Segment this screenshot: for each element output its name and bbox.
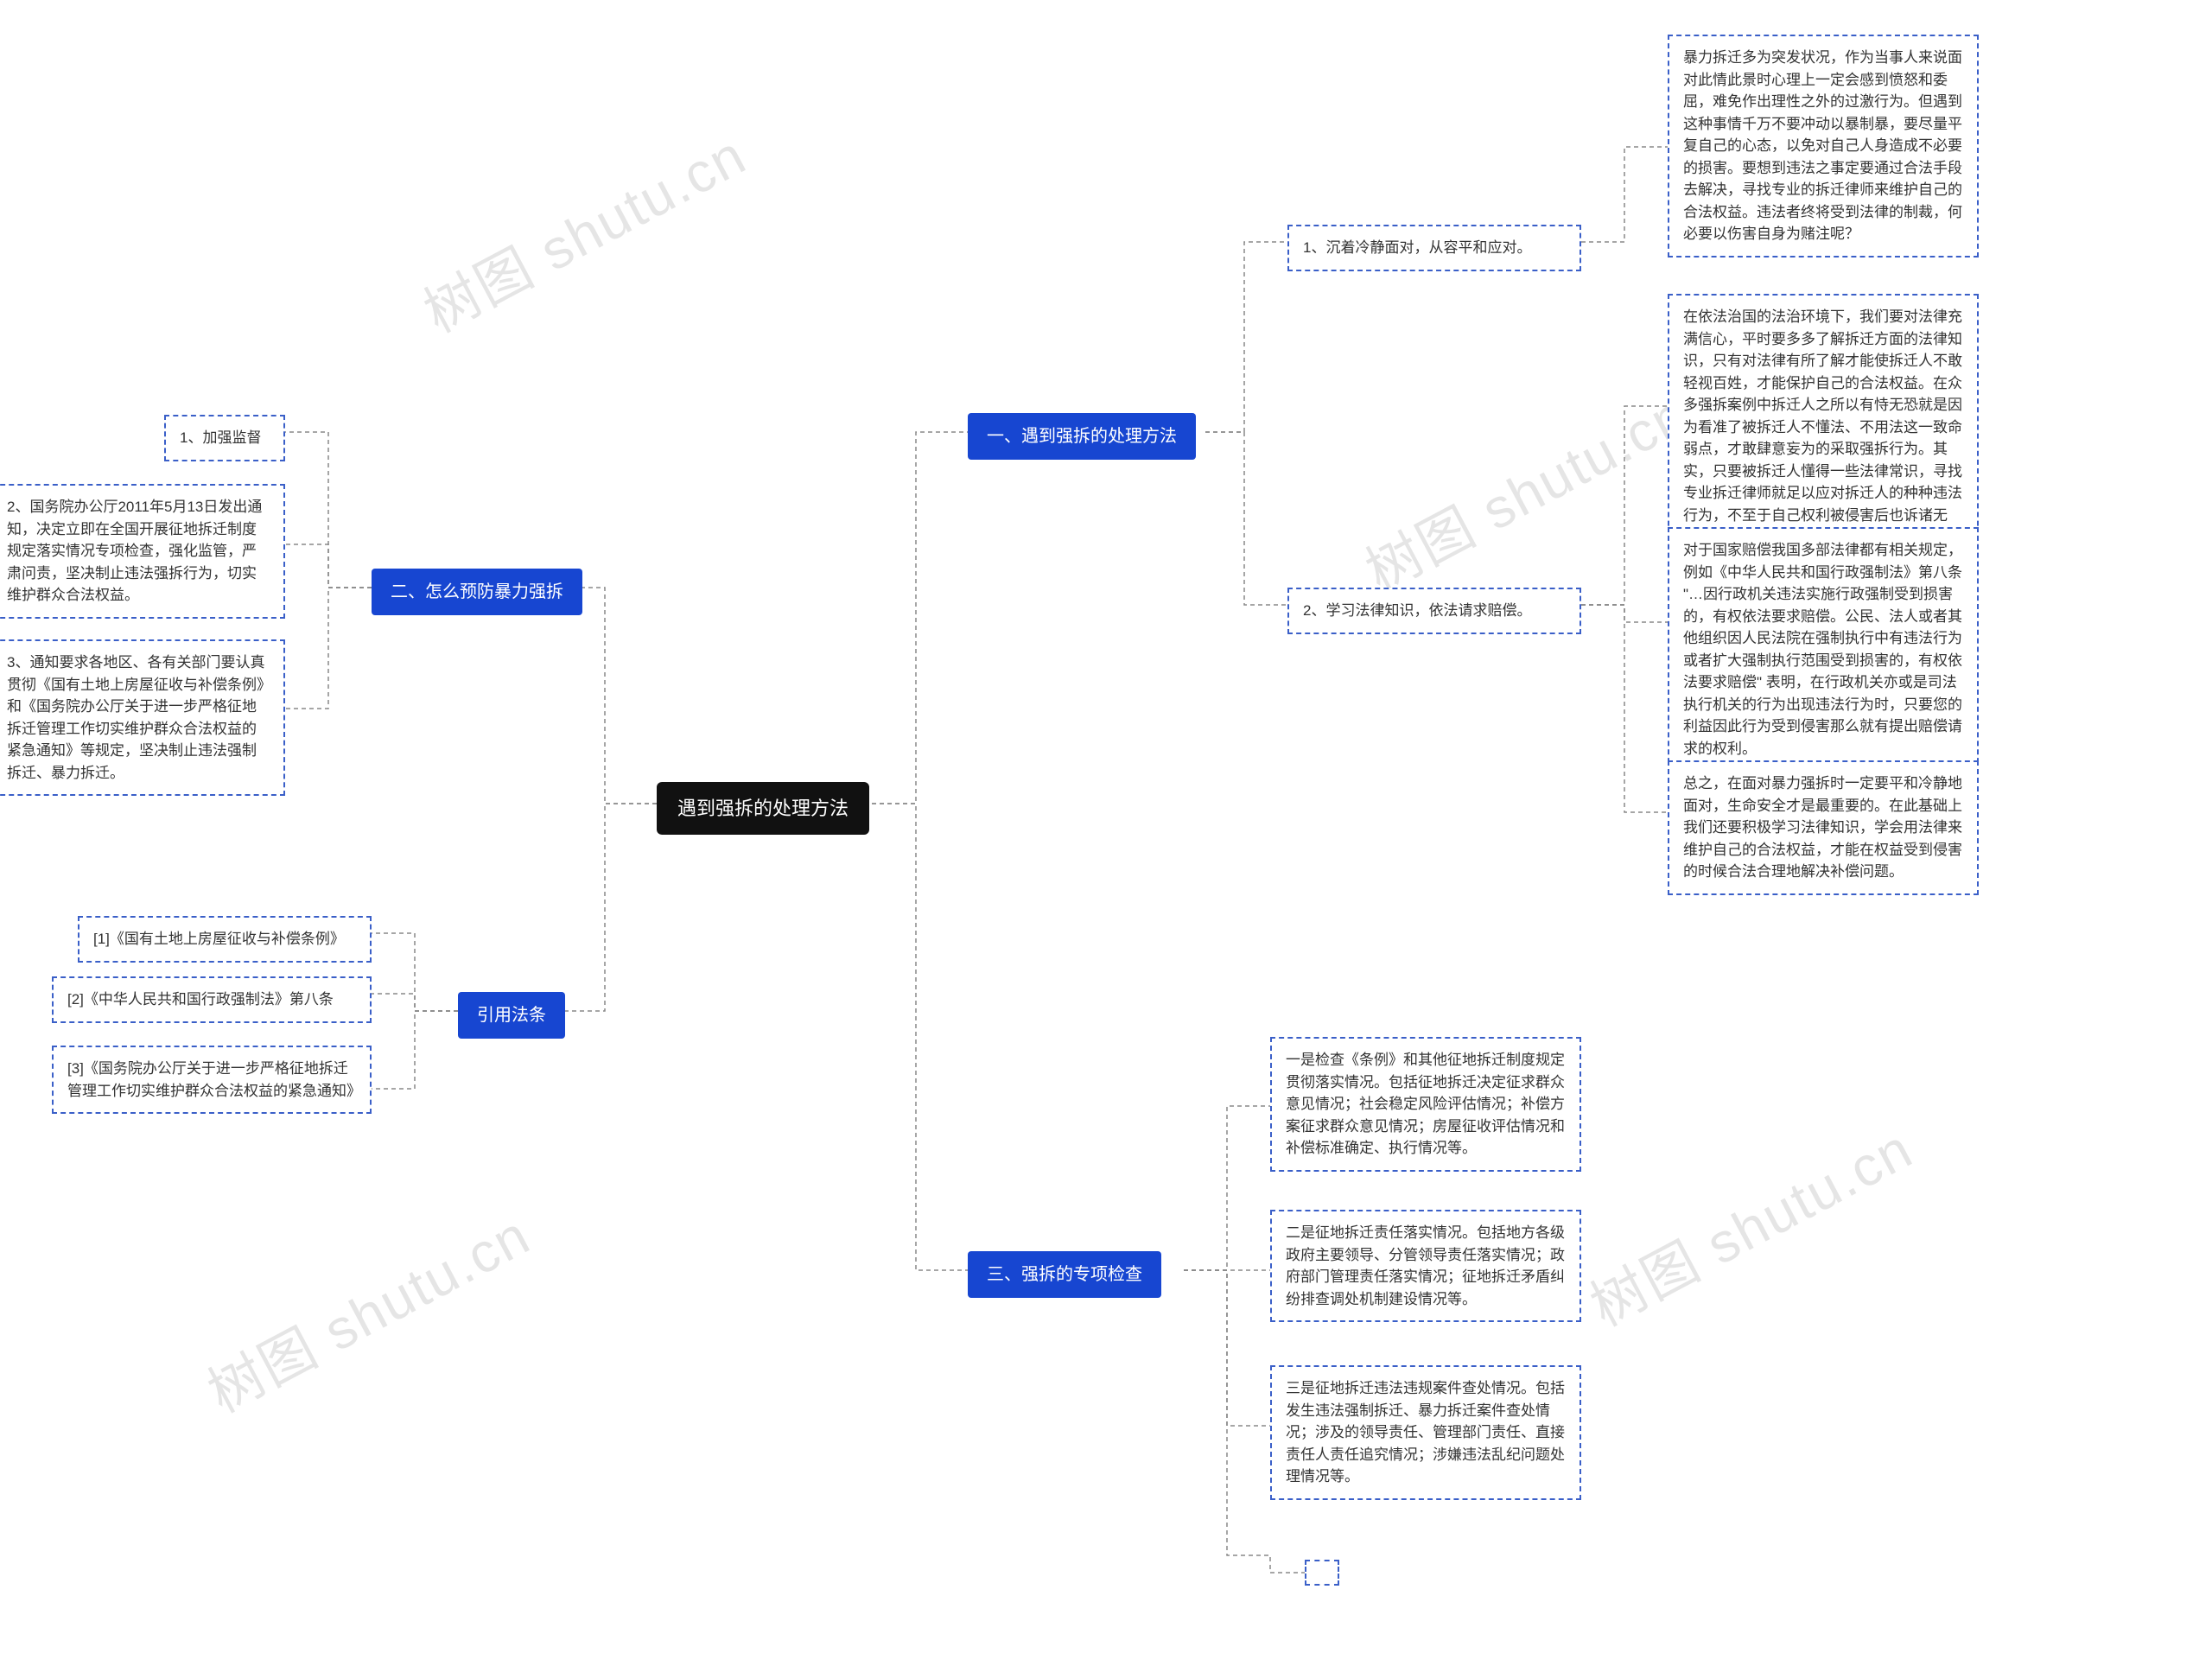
leaf-b1-c2-d1: 在依法治国的法治环境下，我们要对法律充满信心，平时要多多了解拆迁方面的法律知识，… bbox=[1668, 294, 1979, 561]
branch-citations: 引用法条 bbox=[458, 992, 565, 1039]
leaf-empty-stub bbox=[1305, 1560, 1339, 1586]
leaf-b1-c2-d3: 总之，在面对暴力强拆时一定要平和冷静地面对，生命安全才是最重要的。在此基础上我们… bbox=[1668, 760, 1979, 895]
watermark: 树图 shutu.cn bbox=[1574, 1105, 1924, 1342]
watermark: 树图 shutu.cn bbox=[192, 1192, 542, 1428]
leaf-b1-c2-d2: 对于国家赔偿我国多部法律都有相关规定，例如《中华人民共和国行政强制法》第八条 "… bbox=[1668, 527, 1979, 772]
watermark: 树图 shutu.cn bbox=[408, 111, 758, 348]
leaf-b4-d2: [2]《中华人民共和国行政强制法》第八条 bbox=[52, 976, 372, 1023]
leaf-b2-d1: 1、加强监督 bbox=[164, 415, 285, 461]
leaf-b4-d3: [3]《国务院办公厅关于进一步严格征地拆迁管理工作切实维护群众合法权益的紧急通知… bbox=[52, 1046, 372, 1114]
watermark: 树图 shutu.cn bbox=[1350, 371, 1700, 607]
branch-methods: 一、遇到强拆的处理方法 bbox=[968, 413, 1196, 460]
branch-inspection: 三、强拆的专项检查 bbox=[968, 1251, 1161, 1298]
leaf-b3-d2: 二是征地拆迁责任落实情况。包括地方各级政府主要领导、分管领导责任落实情况；政府部… bbox=[1270, 1210, 1581, 1322]
leaf-b1-c1: 1、沉着冷静面对，从容平和应对。 bbox=[1287, 225, 1581, 271]
leaf-b1-c2: 2、学习法律知识，依法请求赔偿。 bbox=[1287, 588, 1581, 634]
leaf-b3-d1: 一是检查《条例》和其他征地拆迁制度规定贯彻落实情况。包括征地拆迁决定征求群众意见… bbox=[1270, 1037, 1581, 1172]
leaf-b2-d2: 2、国务院办公厅2011年5月13日发出通知，决定立即在全国开展征地拆迁制度规定… bbox=[0, 484, 285, 619]
branch-prevention: 二、怎么预防暴力强拆 bbox=[372, 569, 582, 615]
leaf-b4-d1: [1]《国有土地上房屋征收与补偿条例》 bbox=[78, 916, 372, 963]
leaf-b2-d3: 3、通知要求各地区、各有关部门要认真贯彻《国有土地上房屋征收与补偿条例》和《国务… bbox=[0, 639, 285, 796]
root-node: 遇到强拆的处理方法 bbox=[657, 782, 869, 835]
leaf-b1-c1-d1: 暴力拆迁多为突发状况，作为当事人来说面对此情此景时心理上一定会感到愤怒和委屈，难… bbox=[1668, 35, 1979, 257]
leaf-b3-d3: 三是征地拆迁违法违规案件查处情况。包括发生违法强制拆迁、暴力拆迁案件查处情况；涉… bbox=[1270, 1365, 1581, 1500]
